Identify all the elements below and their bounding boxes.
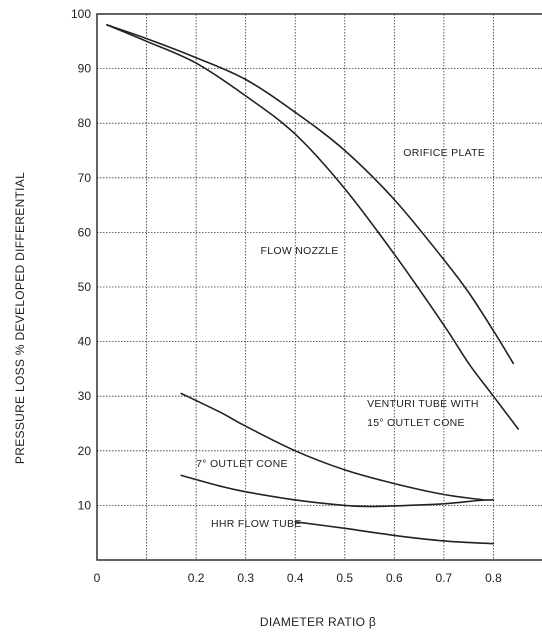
x-tick-label: 0.8 bbox=[485, 571, 502, 585]
x-tick-label: 0.5 bbox=[336, 571, 353, 585]
y-tick-label: 80 bbox=[78, 116, 92, 130]
curve-label: FLOW NOZZLE bbox=[261, 245, 339, 257]
x-tick-label: 0 bbox=[94, 571, 101, 585]
x-axis-title: DIAMETER RATIO β bbox=[260, 615, 376, 629]
y-tick-label: 60 bbox=[78, 225, 92, 239]
y-tick-label: 50 bbox=[78, 280, 92, 294]
curve-label: ORIFICE PLATE bbox=[403, 147, 485, 159]
curve-flow-nozzle bbox=[106, 24, 519, 430]
curve-hhr-flow-tube bbox=[294, 521, 495, 545]
x-tick-label: 0.3 bbox=[237, 571, 254, 585]
x-tick-label: 0.7 bbox=[436, 571, 453, 585]
y-tick-label: 90 bbox=[78, 62, 92, 76]
curve-venturi-tube-with-15-outlet-cone bbox=[180, 392, 485, 501]
y-tick-label: 10 bbox=[78, 498, 92, 512]
y-tick-label: 70 bbox=[78, 171, 92, 185]
curve-label: VENTURI TUBE WITH bbox=[367, 398, 479, 410]
x-tick-label: 0.2 bbox=[188, 571, 205, 585]
curve-label: 15° OUTLET CONE bbox=[367, 417, 465, 429]
y-tick-label: 100 bbox=[71, 7, 91, 21]
plot-frame bbox=[96, 13, 542, 561]
grid-lines bbox=[97, 14, 542, 560]
curve-label: HHR FLOW TUBE bbox=[211, 518, 302, 530]
curve-orifice-plate bbox=[106, 24, 515, 365]
x-tick-label: 0.4 bbox=[287, 571, 304, 585]
curve-7-outlet-cone bbox=[180, 474, 495, 508]
y-tick-label: 30 bbox=[78, 389, 92, 403]
y-axis-title: PRESSURE LOSS % DEVELOPED DIFFERENTIAL bbox=[13, 172, 27, 464]
curves bbox=[106, 24, 519, 545]
y-tick-label: 20 bbox=[78, 444, 92, 458]
y-tick-label: 40 bbox=[78, 335, 92, 349]
curve-label: 7° OUTLET CONE bbox=[196, 458, 288, 470]
x-tick-label: 0.6 bbox=[386, 571, 403, 585]
curve-annotations: ORIFICE PLATE FLOW NOZZLE VENTURI TUBE WIT… bbox=[196, 147, 485, 530]
